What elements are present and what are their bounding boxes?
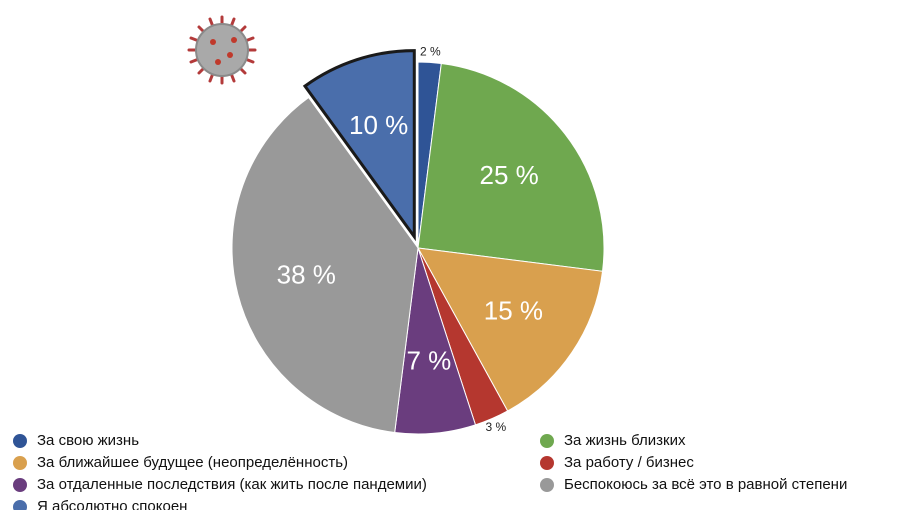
legend-marker xyxy=(13,500,27,510)
value-label: 15 % xyxy=(484,296,543,326)
legend-label: За жизнь близких xyxy=(564,432,686,449)
legend-label: За свою жизнь xyxy=(37,432,139,449)
legend-label: За работу / бизнес xyxy=(564,454,694,471)
legend-label: За отдаленные последствия (как жить посл… xyxy=(37,476,427,493)
legend-label: За ближайшее будущее (неопределённость) xyxy=(37,454,348,471)
legend-marker xyxy=(13,456,27,470)
legend-label: Я абсолютно спокоен xyxy=(37,498,187,510)
value-label: 3 % xyxy=(485,420,506,434)
page: 2 % 25 % 15 % 3 % 7 % 38 % 10 % За свою жизнь За… xyxy=(0,0,915,510)
legend-marker xyxy=(540,456,554,470)
legend-marker xyxy=(540,478,554,492)
legend-marker xyxy=(13,434,27,448)
value-label: 7 % xyxy=(406,346,451,376)
value-label: 25 % xyxy=(479,160,538,190)
virus-icon xyxy=(189,17,255,83)
value-label: 2 % xyxy=(420,45,441,59)
legend-label: Беспокоюсь за всё это в равной степени xyxy=(564,476,847,493)
legend-marker xyxy=(13,478,27,492)
legend-marker xyxy=(540,434,554,448)
chart: 2 % 25 % 15 % 3 % 7 % 38 % 10 % За свою жизнь За… xyxy=(0,0,915,510)
value-label: 38 % xyxy=(277,260,336,290)
value-label: 10 % xyxy=(349,110,408,140)
